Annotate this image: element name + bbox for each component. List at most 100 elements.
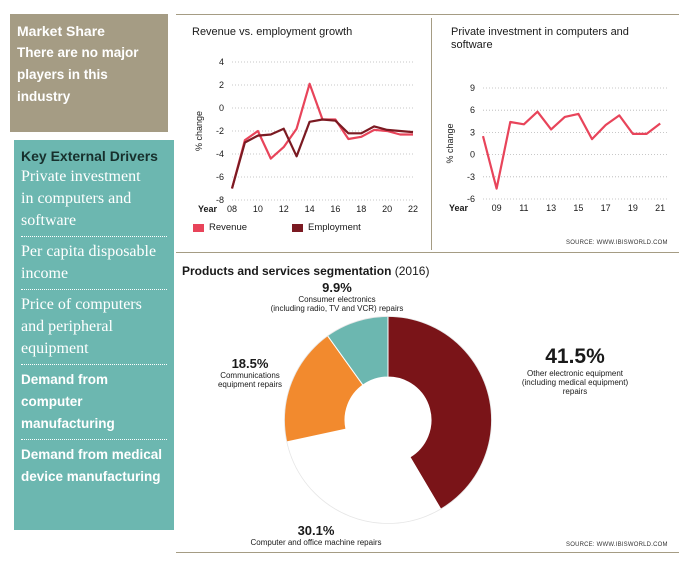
legend-employment-label: Employment xyxy=(308,222,361,233)
x-tick-label: 10 xyxy=(253,204,263,214)
slice-label-other-electronic: 41.5% Other electronic equipment (includ… xyxy=(510,345,640,396)
driver-line: Price of computers xyxy=(21,296,142,313)
y-tick-label: -8 xyxy=(216,195,224,205)
driver-line: equipment xyxy=(21,340,89,357)
market-share-line: There are no major xyxy=(17,45,139,60)
y-tick-label: -6 xyxy=(216,172,224,182)
donut-slice xyxy=(285,428,442,525)
investment-chart: 9 6 3 0 -3 -6 % change Year 09 11 13 15 17 19 21 xyxy=(445,83,667,213)
x-tick-label: 18 xyxy=(356,204,366,214)
driver-line: and peripheral xyxy=(21,318,113,335)
y-tick-label: -2 xyxy=(216,126,224,136)
slice-category: Computer and office machine repairs xyxy=(250,538,382,547)
slice-category: (including medical equipment) xyxy=(521,378,629,387)
series-line-employment xyxy=(230,118,414,189)
growth-chart-title: Revenue vs. employment growth xyxy=(192,26,353,38)
segmentation-title-year: (2016) xyxy=(394,264,430,278)
y-tick-label: 6 xyxy=(470,105,475,115)
market-share-panel: Market Share There are no major players … xyxy=(10,14,168,132)
x-axis-label: Year xyxy=(198,204,218,214)
driver-line: income xyxy=(21,265,69,282)
x-tick-label: 14 xyxy=(305,204,315,214)
donut-outline xyxy=(284,316,492,524)
top-rule xyxy=(176,14,679,15)
donut-slice xyxy=(326,315,389,386)
segmentation-title-main: Products and services segmentation xyxy=(182,264,392,278)
slice-category: Communications xyxy=(220,371,280,380)
x-tick-label: 22 xyxy=(408,204,418,214)
x-tick-label: 09 xyxy=(492,203,502,213)
source-note-bottom: SOURCE: WWW.IBISWORLD.COM xyxy=(566,542,668,548)
slice-label-communications: 18.5% Communications equipment repairs xyxy=(210,356,290,390)
x-axis-label: Year xyxy=(449,203,469,213)
driver-line: in computers and xyxy=(21,190,132,207)
bottom-rule xyxy=(176,552,679,553)
slice-label-consumer-electronics: 9.9% Consumer electronics (including rad… xyxy=(262,280,412,314)
segmentation-donut xyxy=(284,315,493,525)
y-tick-label: 4 xyxy=(219,57,224,67)
legend-employment-swatch xyxy=(292,224,303,232)
slice-category: repairs xyxy=(562,387,588,396)
x-tick-label: 20 xyxy=(382,204,392,214)
y-tick-label: 0 xyxy=(219,103,224,113)
investment-chart-title: Private investment in computers and soft… xyxy=(451,26,629,51)
y-axis-label: % change xyxy=(194,111,204,151)
slice-label-computer-office: 30.1% Computer and office machine repair… xyxy=(230,523,402,548)
driver-item: Price of computers and peripheral equipm… xyxy=(21,289,167,364)
x-tick-label: 17 xyxy=(601,203,611,213)
driver-line: software xyxy=(21,212,77,229)
slice-pct: 30.1% xyxy=(297,523,335,538)
mid-rule xyxy=(176,252,679,253)
x-tick-label: 21 xyxy=(655,203,665,213)
source-note-top: SOURCE: WWW.IBISWORLD.COM xyxy=(566,240,668,246)
legend-revenue-swatch xyxy=(193,224,204,232)
x-tick-label: 11 xyxy=(519,203,528,213)
legend-revenue-label: Revenue xyxy=(209,222,248,233)
x-tick-label: 12 xyxy=(279,204,289,214)
y-tick-label: -6 xyxy=(467,194,475,204)
market-share-title: Market Share xyxy=(17,23,105,39)
donut-slice xyxy=(284,334,364,443)
y-tick-label: 0 xyxy=(470,150,475,160)
y-tick-label: 9 xyxy=(470,83,475,93)
y-axis-label: % change xyxy=(445,123,455,163)
market-share-line: industry xyxy=(17,89,71,104)
y-tick-label: -3 xyxy=(467,172,475,182)
growth-legend: Revenue Employment xyxy=(193,222,423,236)
charts-divider xyxy=(431,18,432,250)
driver-line: device manufacturing xyxy=(21,469,161,484)
x-tick-label: 19 xyxy=(628,203,638,213)
slice-pct: 9.9% xyxy=(322,280,352,295)
driver-line: Demand from medical xyxy=(21,447,163,462)
driver-item: Demand from medical device manufacturing xyxy=(21,439,167,492)
driver-item: Demand from computer manufacturing xyxy=(21,364,167,439)
driver-line: computer xyxy=(21,394,83,409)
x-tick-label: 13 xyxy=(546,203,556,213)
donut-slice xyxy=(387,315,493,511)
driver-item: Private investment in computers and soft… xyxy=(21,165,167,236)
series-line-private-investment xyxy=(481,110,661,190)
slice-pct: 18.5% xyxy=(231,356,269,371)
x-tick-label: 16 xyxy=(330,204,340,214)
driver-line: manufacturing xyxy=(21,416,115,431)
key-drivers-title: Key External Drivers xyxy=(21,148,158,164)
y-tick-label: -4 xyxy=(216,149,224,159)
slice-category: Consumer electronics xyxy=(298,295,376,304)
segmentation-title: Products and services segmentation (2016… xyxy=(182,264,429,278)
y-tick-label: 3 xyxy=(470,127,475,137)
slice-category: equipment repairs xyxy=(217,380,283,389)
driver-line: Per capita disposable xyxy=(21,243,157,260)
driver-item: Per capita disposable income xyxy=(21,236,167,289)
x-tick-label: 08 xyxy=(227,204,237,214)
y-tick-label: 2 xyxy=(219,80,224,90)
slice-category: Other electronic equipment xyxy=(526,369,624,378)
driver-line: Demand from xyxy=(21,372,109,387)
x-tick-label: 15 xyxy=(573,203,583,213)
market-share-line: players in this xyxy=(17,67,108,82)
market-share-text: There are no major players in this indus… xyxy=(17,42,168,108)
slice-pct: 41.5% xyxy=(545,345,605,368)
key-drivers-panel: Key External Drivers Private investment … xyxy=(14,140,174,530)
driver-line: Private investment xyxy=(21,168,141,185)
slice-category: (including radio, TV and VCR) repairs xyxy=(270,304,404,313)
